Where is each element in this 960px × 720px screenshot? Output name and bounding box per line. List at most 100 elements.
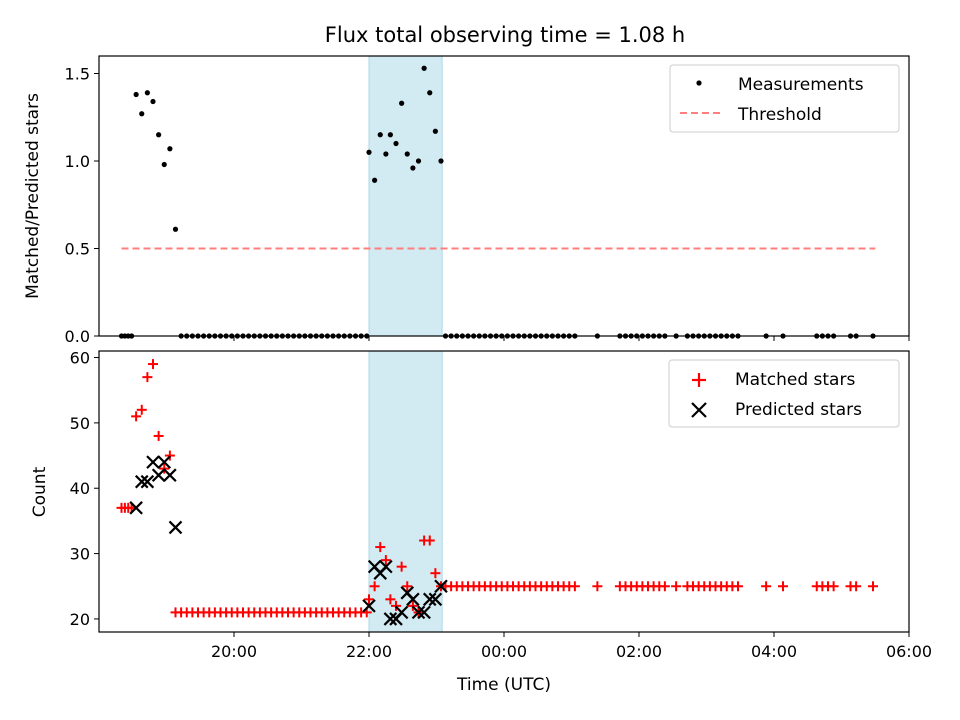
measurement-point [172, 226, 179, 232]
top-legend: Measurements Threshold [669, 64, 900, 133]
matched-star-marker [868, 581, 878, 592]
predicted-star-marker [151, 468, 166, 482]
bottom-matched-points [116, 359, 878, 618]
predicted-star-marker [362, 599, 376, 613]
x-tick-label: 20:00 [211, 642, 257, 661]
measurement-point [161, 161, 167, 168]
measurement-point [366, 149, 372, 155]
x-tick-label: 22:00 [346, 642, 392, 661]
measurement-point [383, 151, 389, 157]
x-tick-label: 00:00 [481, 642, 527, 661]
shaded-interval-rect [368, 55, 443, 337]
matched-star-marker [136, 404, 147, 415]
measurement-point [399, 100, 405, 106]
measurement-point [438, 158, 444, 164]
measurement-point [387, 132, 393, 138]
matched-star-marker [733, 581, 743, 592]
measurement-point [404, 151, 410, 157]
legend-measurements-label: Measurements [738, 75, 864, 95]
predicted-star-marker [428, 592, 443, 607]
x-tick-label: 04:00 [751, 642, 797, 661]
matched-star-marker [391, 600, 401, 611]
measurement-point [377, 132, 383, 138]
measurement-point [415, 158, 422, 164]
measurement-point [393, 140, 399, 147]
matched-star-marker [430, 568, 441, 579]
y-tick-label: 60 [70, 349, 90, 368]
matched-star-marker [828, 581, 839, 592]
matched-star-marker [131, 411, 142, 422]
matched-star-marker [142, 372, 153, 383]
bottom-shaded-interval [368, 350, 443, 633]
matched-star-marker [424, 535, 435, 546]
measurement-point [421, 65, 427, 71]
predicted-star-marker [129, 501, 143, 515]
matched-star-marker [164, 450, 175, 461]
top-legend-box [669, 64, 900, 133]
bottom-legend: Matched stars Predicted stars [668, 359, 900, 428]
matched-star-marker [369, 581, 380, 592]
matched-star-marker [396, 561, 407, 572]
y-tick-label: 0.5 [65, 240, 90, 259]
predicted-star-marker [134, 474, 149, 489]
legend-threshold-label: Threshold [737, 105, 822, 125]
top-panel: Flux total observing time = 1.08 h 0.00.… [23, 23, 910, 346]
bottom-legend-box [668, 359, 900, 428]
predicted-star-marker [168, 520, 183, 535]
x-tick-label: 06:00 [886, 642, 932, 661]
predicted-star-marker [157, 455, 172, 469]
bottom-predicted-points [129, 455, 448, 626]
y-tick-label: 1.5 [65, 65, 90, 84]
predicted-star-marker [379, 559, 393, 574]
predicted-star-marker [434, 579, 448, 594]
y-tick-label: 1.0 [65, 152, 90, 171]
y-tick-label: 50 [70, 414, 90, 433]
legend-measurements-marker [696, 80, 702, 86]
predicted-star-marker [406, 592, 420, 607]
y-tick-label: 30 [70, 545, 90, 564]
y-tick-label: 0.0 [65, 327, 90, 346]
matched-star-marker [375, 542, 386, 553]
legend-matched-marker [692, 373, 706, 387]
matched-star-marker [671, 581, 682, 592]
legend-predicted-label: Predicted stars [735, 400, 862, 420]
legend-matched-label: Matched stars [735, 370, 855, 390]
legend-predicted-marker [691, 402, 707, 418]
matched-star-marker [659, 581, 670, 592]
top-y-axis-label: Matched/Predicted stars [23, 93, 43, 299]
y-tick-label: 20 [70, 610, 90, 629]
predicted-star-marker [422, 592, 437, 607]
top-shaded-interval [368, 55, 443, 337]
measurement-point [150, 98, 156, 105]
top-x-ticks [233, 336, 910, 341]
matched-star-marker [569, 581, 580, 592]
bottom-y-axis-label: Count [30, 466, 50, 517]
predicted-star-marker [417, 605, 431, 620]
predicted-star-marker [411, 605, 426, 620]
matched-star-marker [851, 581, 862, 592]
measurement-point [144, 90, 150, 96]
measurement-point [427, 90, 433, 96]
x-tick-label: 02:00 [616, 642, 662, 661]
bottom-y-ticks: 20 30 40 50 60 [70, 349, 99, 629]
measurement-point [133, 91, 139, 98]
top-y-ticks: 0.0 0.5 1.0 1.5 [65, 65, 99, 346]
measurement-point [139, 111, 145, 117]
bottom-panel: 20 30 40 50 60 20:00 22:00 00:00 02:00 04:00 06:0… [30, 349, 932, 695]
matched-star-marker [153, 430, 164, 441]
predicted-star-marker [140, 474, 155, 489]
measurement-point [167, 146, 173, 152]
bottom-x-ticks: 20:00 22:00 00:00 02:00 04:00 06:00 [211, 632, 932, 661]
matched-star-marker [380, 555, 391, 566]
matched-star-marker [778, 581, 788, 592]
bottom-x-axis-label: Time (UTC) [456, 675, 551, 695]
measurement-point [156, 132, 162, 138]
matched-star-marker [402, 581, 413, 592]
predicted-star-marker [163, 468, 177, 482]
top-title: Flux total observing time = 1.08 h [325, 23, 685, 47]
matched-star-marker [148, 359, 158, 370]
matched-star-marker [407, 600, 418, 611]
shaded-interval-rect [368, 350, 443, 633]
measurement-point [410, 165, 416, 171]
